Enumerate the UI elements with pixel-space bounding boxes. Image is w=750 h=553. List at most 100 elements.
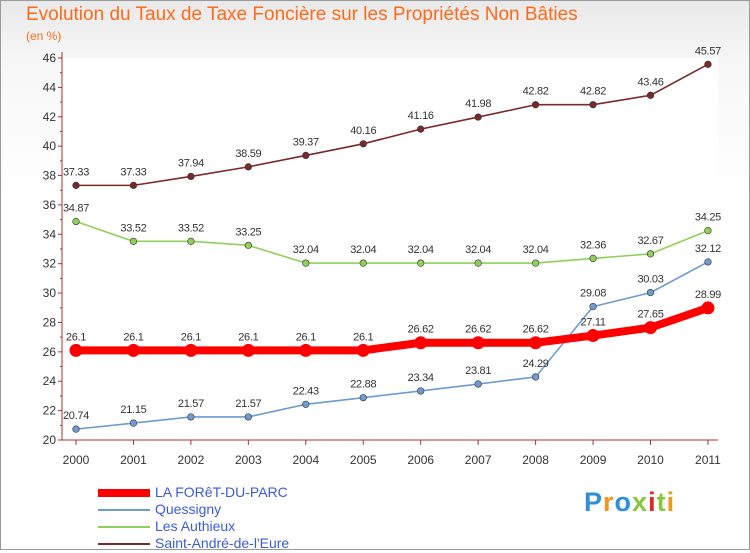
data-label: 32.12 (695, 243, 721, 255)
data-point (474, 380, 482, 388)
data-label: 27.65 (637, 309, 663, 321)
plot-area (62, 58, 718, 440)
data-label: 26.1 (66, 331, 86, 343)
data-label: 26.62 (408, 324, 434, 336)
data-point (72, 217, 80, 226)
data-point (244, 163, 252, 171)
y-tick-label: 36 (43, 198, 57, 212)
data-point (417, 387, 425, 395)
data-point (187, 172, 195, 181)
chart-subtitle: (en %) (26, 29, 62, 43)
x-tick-label: 2009 (580, 453, 607, 467)
data-point (359, 259, 367, 267)
x-tick-label: 2011 (695, 453, 721, 467)
data-point (129, 237, 138, 245)
data-point (589, 302, 597, 311)
legend-label: LA FORêT-DU-PARC (155, 484, 288, 500)
y-tick-label: 20 (43, 433, 57, 447)
y-tick-label: 44 (43, 80, 57, 94)
data-label: 24.29 (523, 358, 549, 370)
data-label: 21.57 (235, 398, 261, 410)
y-tick-label: 40 (43, 139, 57, 153)
logo-letter: P (584, 487, 604, 517)
data-point (126, 343, 140, 357)
data-point (302, 400, 310, 408)
x-tick-label: 2001 (120, 453, 147, 467)
data-point (359, 394, 367, 402)
data-label: 32.04 (350, 244, 376, 256)
data-label: 26.1 (353, 331, 373, 343)
data-point (644, 321, 657, 335)
y-tick-label: 22 (43, 404, 57, 418)
data-point (531, 373, 540, 381)
data-point (701, 301, 715, 315)
x-tick-label: 2002 (178, 453, 205, 467)
data-label: 37.33 (120, 166, 146, 178)
x-tick-label: 2004 (292, 453, 319, 467)
data-label: 37.33 (63, 166, 89, 178)
data-label: 32.67 (637, 235, 663, 247)
y-tick-label: 28 (43, 315, 57, 329)
data-label: 34.25 (695, 212, 721, 224)
data-point (299, 343, 313, 357)
x-tick-label: 2008 (522, 453, 549, 467)
data-label: 26.1 (238, 331, 258, 343)
data-label: 42.82 (523, 86, 549, 98)
data-label: 23.81 (465, 365, 491, 377)
data-point (471, 336, 485, 350)
data-point (704, 258, 712, 266)
data-point (184, 343, 198, 357)
legend-label: Quessigny (155, 501, 222, 517)
data-label: 45.57 (695, 45, 721, 57)
y-tick-label: 34 (43, 227, 57, 241)
y-tick-label: 38 (43, 169, 57, 183)
series-line (75, 220, 709, 264)
data-label: 41.98 (465, 98, 491, 110)
data-label: 26.62 (465, 324, 491, 336)
x-tick-label: 2005 (350, 453, 377, 467)
data-point (359, 140, 367, 148)
data-label: 27.11 (580, 317, 605, 329)
data-label: 34.87 (63, 203, 89, 215)
data-point (244, 413, 252, 421)
data-label: 32.36 (580, 239, 606, 251)
legend-swatch (98, 509, 150, 511)
data-point (646, 250, 655, 258)
data-point (241, 343, 255, 357)
data-point (356, 343, 370, 357)
data-label: 20.74 (63, 410, 89, 422)
data-point (69, 343, 83, 357)
data-point (586, 329, 600, 343)
data-point (474, 259, 482, 267)
data-point (302, 259, 310, 267)
chart-title: Evolution du Taux de Taxe Foncière sur l… (26, 4, 578, 25)
data-label: 28.99 (695, 289, 721, 301)
data-label: 32.04 (465, 244, 491, 256)
legend-label: Les Authieux (155, 518, 236, 534)
data-point (417, 259, 425, 267)
data-label: 29.08 (580, 288, 606, 300)
proxiti-logo: Proxiti (584, 487, 675, 518)
data-point (187, 413, 195, 421)
x-tick-label: 2006 (407, 453, 434, 467)
x-tick-label: 2007 (465, 453, 492, 467)
data-label: 23.34 (408, 372, 434, 384)
data-label: 26.1 (296, 331, 316, 343)
data-label: 37.94 (178, 157, 204, 169)
x-tick-label: 2003 (235, 453, 262, 467)
logo-letter: x (632, 487, 649, 517)
legend-label: Saint-André-de-l'Eure (155, 535, 290, 551)
data-label: 42.82 (580, 86, 606, 98)
data-point (646, 289, 655, 297)
data-point (72, 425, 80, 433)
y-tick-label: 26 (43, 345, 57, 359)
data-label: 26.1 (181, 331, 201, 343)
data-point (414, 336, 428, 350)
y-tick-label: 42 (43, 110, 57, 124)
data-point (302, 151, 310, 160)
x-tick-label: 2000 (63, 453, 90, 467)
logo-letter: i (648, 487, 657, 517)
data-label: 41.16 (408, 110, 434, 122)
data-point (187, 237, 195, 245)
data-label: 22.43 (293, 385, 319, 397)
